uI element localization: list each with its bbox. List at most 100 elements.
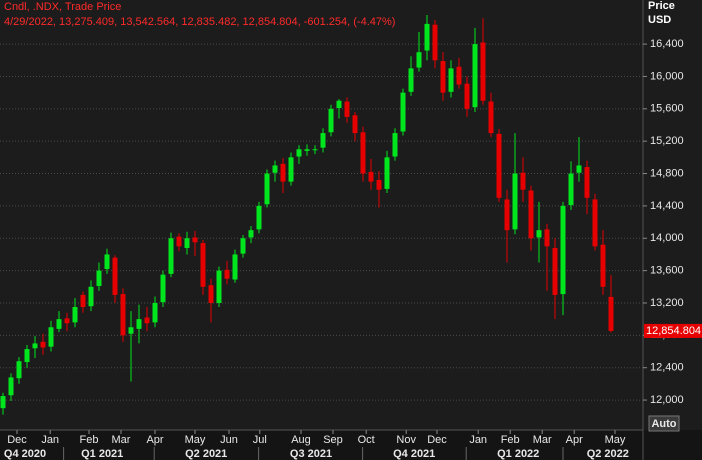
x-tick-label: Jan [41,434,59,446]
last-price-label: 12,854.804 [646,325,701,337]
y-tick-label: 15,200 [650,135,684,147]
candle-body [232,254,238,280]
candle-body [552,247,558,295]
candle-body [408,68,414,92]
x-tick-label: Apr [566,434,583,446]
candle-body [152,302,158,323]
candle-body [512,173,518,230]
candle-body [400,92,406,132]
candle-body [600,244,606,287]
candle-body [88,286,94,307]
candle-body [200,243,206,287]
chart-title: Cndl, .NDX, Trade Price [4,1,121,13]
candle-body [32,343,38,349]
y-axis-unit: USD [648,14,671,26]
last-price-box [644,323,702,338]
candle-body [168,238,174,274]
quarter-label: Q1 2021 [81,448,123,460]
x-tick-label: Aug [291,434,311,446]
x-tick-label: Dec [7,434,27,446]
candle-body [256,205,262,230]
x-tick-label: May [185,434,206,446]
candle-body [376,180,382,190]
y-tick-label: 14,800 [650,167,684,179]
candle-body [264,173,270,205]
y-tick-label: 16,000 [650,70,684,82]
x-tick-label: Mar [112,434,131,446]
candle-body [360,132,366,174]
candle-body [520,172,526,190]
candle-body [568,173,574,206]
quarter-label: Q3 2021 [290,448,332,460]
candle-body [216,270,222,303]
candle-body [384,157,390,189]
quarter-label: Q4 2021 [393,448,435,460]
candle-body [336,100,342,109]
x-tick-label: Feb [501,434,520,446]
candle-body [208,285,214,303]
y-tick-label: 13,200 [650,297,684,309]
quarter-label: Q2 2021 [185,448,227,460]
candle-body [224,269,230,279]
x-tick-label: Mar [533,434,552,446]
candle-body [72,307,78,323]
candle-body [592,199,598,247]
candle-body [448,68,454,92]
x-tick-label: Nov [396,434,416,446]
candle-body [48,327,54,347]
candle-body [472,44,478,108]
x-tick-label: Oct [358,434,375,446]
x-tick-label: Dec [427,434,447,446]
candle-body [104,254,110,270]
y-tick-label: 12,400 [650,362,684,374]
candle-body [368,171,374,182]
candle-body [40,341,46,348]
x-tick-label: Feb [80,434,99,446]
x-tick-label: Apr [146,434,163,446]
candle-body [296,149,302,157]
x-tick-label: Jul [253,434,267,446]
candle-body [248,230,254,238]
candle-body [584,167,590,198]
quarter-label: Q4 2020 [4,448,46,460]
candle-body [488,101,494,134]
candle-body [544,229,550,247]
candle-body [432,24,438,61]
y-tick-label: 15,600 [650,103,684,115]
candle-body [288,157,294,182]
quarter-label: Q1 2022 [497,448,539,460]
x-tick-label: Jan [469,434,487,446]
candle-body [608,296,614,331]
candle-body [392,133,398,157]
candle-body [424,23,430,51]
auto-button[interactable] [648,415,680,432]
candle-body [504,199,510,231]
candle-body [8,377,14,396]
y-tick-label: 16,400 [650,38,684,50]
candle-body [112,257,118,295]
x-axis-band [0,430,702,460]
candle-body [144,317,150,324]
candle-body [64,318,70,324]
candle-body [0,396,6,409]
candle-body [352,115,358,134]
candle-body [328,108,334,133]
candle-body [440,61,446,93]
candle-body [464,83,470,109]
y-tick-label: 14,400 [650,200,684,212]
candles [0,14,614,415]
candle-body [312,149,318,151]
candle-body [576,165,582,173]
candle-body [192,237,198,243]
y-tick-label: 14,000 [650,232,684,244]
quarter-label: Q2 2022 [587,448,629,460]
candle-body [80,294,86,308]
x-tick-label: Jun [220,434,238,446]
candle-body [280,163,286,182]
candle-body [136,319,142,329]
candle-body [120,294,126,336]
candle-body [304,149,310,151]
candle-body [24,349,30,363]
auto-button-label[interactable]: Auto [651,418,676,430]
candle-body [480,42,486,101]
